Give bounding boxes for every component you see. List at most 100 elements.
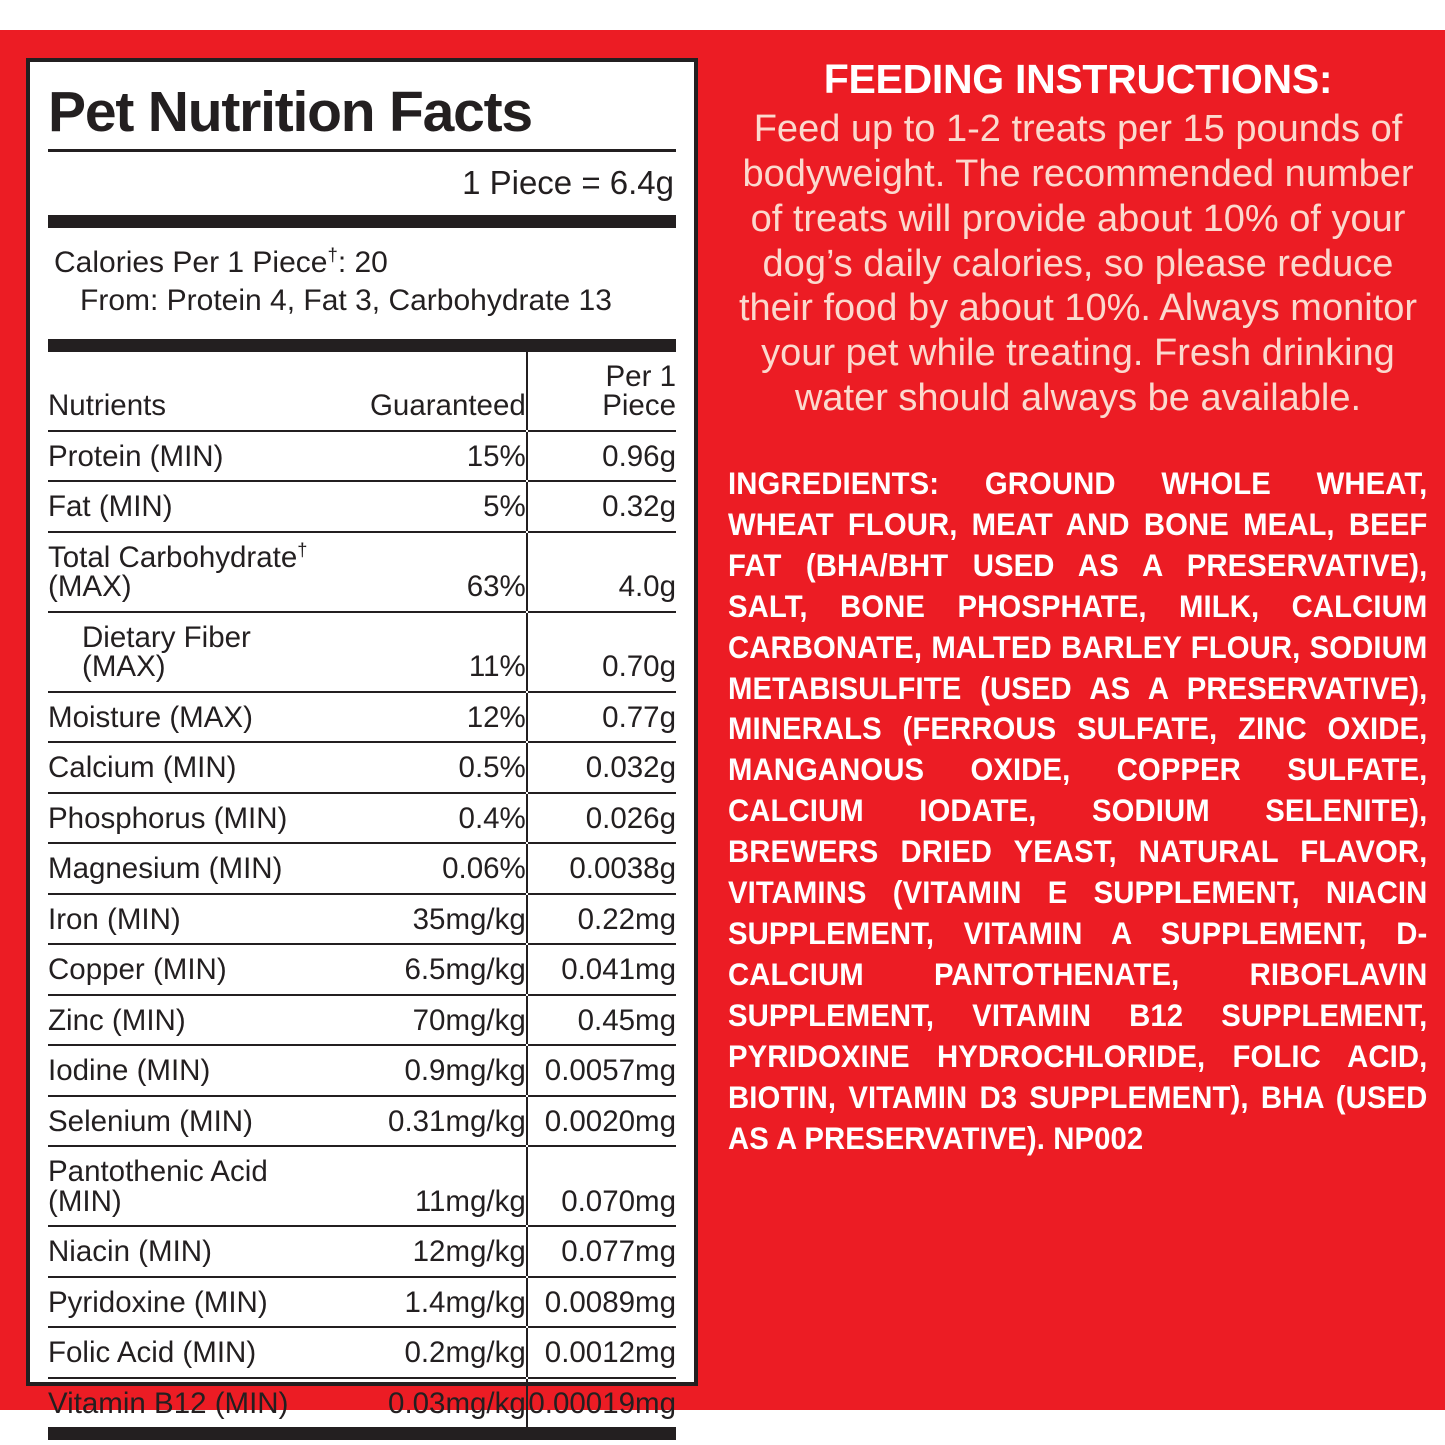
- nutrient-guaranteed-value: 0.31mg/kg: [388, 1104, 526, 1138]
- nutrient-per-piece-value: 0.70g: [602, 650, 676, 684]
- row-divider: [48, 1326, 676, 1329]
- table-row: Protein (MIN) 15% 0.96g: [48, 431, 676, 481]
- table-row: Magnesium (MIN) 0.06% 0.0038g: [48, 844, 676, 893]
- product-code: NP002: [1053, 1119, 1144, 1156]
- nutrient-name: Magnesium (MIN): [48, 852, 283, 886]
- table-row: Pantothenic Acid (MIN) 11mg/kg 0.070mg: [48, 1147, 676, 1226]
- calculated-value-footnote: †Calculated Value: [48, 1440, 676, 1445]
- nutrient-guaranteed-value: 0.9mg/kg: [404, 1054, 526, 1088]
- nutrient-per-piece-value: 0.45mg: [577, 1003, 676, 1037]
- row-divider: [48, 1145, 676, 1148]
- ingredients-block: INGREDIENTS: GROUND WHOLE WHEAT, WHEAT F…: [728, 463, 1427, 1159]
- nutrient-per-piece-value: 0.00019mg: [528, 1386, 676, 1420]
- table-row: Niacin (MIN) 12mg/kg 0.077mg: [48, 1227, 676, 1276]
- nutrient-name: Copper (MIN): [48, 953, 227, 987]
- table-row: Copper (MIN) 6.5mg/kg 0.041mg: [48, 945, 676, 994]
- table-row: Vitamin B12 (MIN) 0.03mg/kg 0.00019mg: [48, 1378, 676, 1428]
- feeding-instructions-body: Feed up to 1-2 treats per 15 pounds of b…: [738, 108, 1418, 420]
- table-header-row: Nutrients Guaranteed Per 1 Piece: [48, 351, 676, 430]
- pet-nutrition-facts-card: Pet Nutrition Facts 1 Piece = 6.4g Calor…: [26, 58, 698, 1441]
- nutrient-name: Iron (MIN): [48, 902, 181, 936]
- table-row: Selenium (MIN) 0.31mg/kg 0.0020mg: [48, 1096, 676, 1146]
- ingredients-text: GROUND WHOLE WHEAT, WHEAT FLOUR, MEAT AN…: [728, 464, 1428, 1156]
- table-row: Moisture (MAX) 12% 0.77g: [48, 692, 676, 742]
- nutrient-per-piece-value: 0.0089mg: [544, 1285, 676, 1319]
- thick-rule-footnote-top: [48, 1427, 676, 1441]
- row-divider: [48, 480, 676, 483]
- right-panel: FEEDING INSTRUCTIONS: Feed up to 1-2 tre…: [728, 56, 1428, 1159]
- nutrient-per-piece-value: 0.77g: [602, 700, 676, 734]
- nutrient-name: Total Carbohydrate† (MAX): [48, 538, 308, 604]
- serving-size-text: 1 Piece = 6.4g: [462, 164, 674, 201]
- nutrient-guaranteed-value: 11%: [468, 650, 526, 684]
- nutrient-name: Iodine (MIN): [48, 1054, 211, 1088]
- table-row: Total Carbohydrate† (MAX) 63% 4.0g: [48, 532, 676, 611]
- row-divider: [48, 993, 676, 996]
- thick-rule-table-top: [48, 338, 676, 352]
- nutrient-per-piece-value: 0.32g: [602, 490, 676, 524]
- ingredients-label: INGREDIENTS:: [728, 464, 940, 501]
- row-divider: [48, 429, 676, 432]
- calories-block: Calories Per 1 Piece†: 20 From: Protein …: [48, 228, 676, 339]
- nutrient-per-piece-value: 0.0038g: [569, 852, 676, 886]
- nutrient-guaranteed-value: 12%: [466, 700, 526, 734]
- nutrient-name: Protein (MIN): [48, 439, 224, 473]
- nutrient-guaranteed-value: 63%: [466, 570, 526, 604]
- nutrient-guaranteed-value: 70mg/kg: [412, 1003, 526, 1037]
- nutrient-name: Niacin (MIN): [48, 1235, 212, 1269]
- table-row: Folic Acid (MIN) 0.2mg/kg 0.0012mg: [48, 1328, 676, 1377]
- nutrient-per-piece-value: 0.041mg: [561, 953, 676, 987]
- row-divider: [48, 690, 676, 693]
- nutrient-name: Selenium (MIN): [48, 1104, 253, 1138]
- nutrient-guaranteed-value: 0.06%: [442, 852, 526, 886]
- nutrient-guaranteed-value: 0.4%: [458, 801, 526, 835]
- table-row: Zinc (MIN) 70mg/kg 0.45mg: [48, 995, 676, 1045]
- column-header-per-piece: Per 1 Piece: [602, 359, 676, 423]
- nutrient-name: Vitamin B12 (MIN): [48, 1386, 289, 1420]
- row-divider: [48, 1225, 676, 1228]
- title-underline: [48, 149, 676, 152]
- nutrient-per-piece-value: 0.22mg: [577, 902, 676, 936]
- feeding-instructions-heading: FEEDING INSTRUCTIONS:: [823, 56, 1333, 102]
- row-divider: [48, 943, 676, 946]
- table-row: Iron (MIN) 35mg/kg 0.22mg: [48, 894, 676, 944]
- row-divider: [48, 791, 676, 794]
- table-row: Calcium (MIN) 0.5% 0.032g: [48, 743, 676, 792]
- nutrient-per-piece-value: 0.0020mg: [544, 1104, 676, 1138]
- nutrient-name: Calcium (MIN): [48, 751, 237, 785]
- nutrient-guaranteed-value: 0.2mg/kg: [404, 1336, 526, 1370]
- nutrient-guaranteed-value: 35mg/kg: [412, 902, 526, 936]
- nutrient-guaranteed-value: 15%: [466, 439, 526, 473]
- nutrient-name: Pyridoxine (MIN): [48, 1285, 268, 1319]
- calories-breakdown: From: Protein 4, Fat 3, Carbohydrate 13: [80, 284, 612, 318]
- table-row: Dietary Fiber (MAX) 11% 0.70g: [48, 612, 676, 691]
- row-divider: [48, 1094, 676, 1097]
- nutrient-per-piece-value: 0.032g: [585, 751, 676, 785]
- page-title: Pet Nutrition Facts: [48, 80, 533, 144]
- nutrient-per-piece-value: 0.0012mg: [544, 1336, 676, 1370]
- nutrient-name: Pantothenic Acid (MIN): [48, 1155, 268, 1218]
- nutrient-name: Moisture (MAX): [48, 700, 253, 734]
- nutrient-guaranteed-value: 11mg/kg: [414, 1184, 526, 1218]
- nutrient-guaranteed-value: 12mg/kg: [412, 1235, 526, 1269]
- row-divider: [48, 1376, 676, 1379]
- nutrient-per-piece-value: 4.0g: [618, 570, 676, 604]
- column-header-guaranteed: Guaranteed: [369, 389, 526, 423]
- nutrient-guaranteed-value: 5%: [483, 490, 526, 524]
- row-divider: [48, 892, 676, 895]
- row-divider: [48, 1275, 676, 1278]
- nutrient-name: Phosphorus (MIN): [48, 801, 288, 835]
- nutrient-guaranteed-value: 0.03mg/kg: [388, 1386, 526, 1420]
- table-row: Phosphorus (MIN) 0.4% 0.026g: [48, 793, 676, 843]
- nutrient-name: Folic Acid (MIN): [48, 1336, 257, 1370]
- column-header-nutrients: Nutrients: [48, 389, 167, 423]
- nutrient-guaranteed-value: 1.4mg/kg: [404, 1285, 526, 1319]
- nutrient-per-piece-value: 0.026g: [585, 801, 676, 835]
- table-row: Iodine (MIN) 0.9mg/kg 0.0057mg: [48, 1046, 676, 1095]
- nutrient-name: Fat (MIN): [48, 490, 173, 524]
- thick-rule-top: [48, 215, 676, 228]
- row-divider: [48, 842, 676, 845]
- nutrient-name: Dietary Fiber (MAX): [82, 620, 251, 684]
- nutrient-guaranteed-value: 0.5%: [458, 751, 526, 785]
